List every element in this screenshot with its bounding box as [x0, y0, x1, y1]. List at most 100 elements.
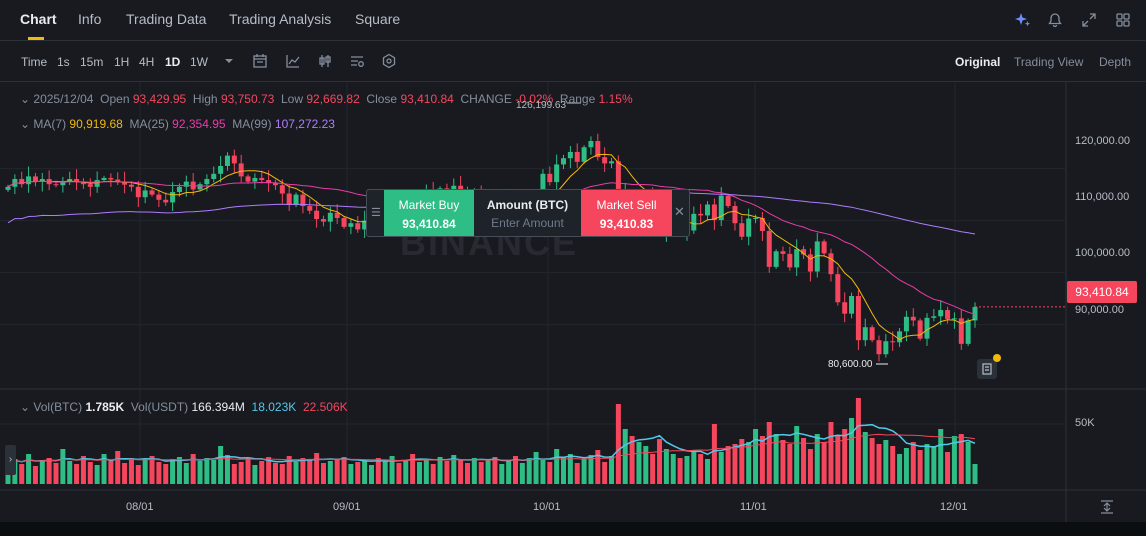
view-original[interactable]: Original	[955, 55, 1001, 69]
volume-bar	[245, 459, 251, 484]
candle-body	[595, 141, 601, 158]
volume-bar	[883, 440, 889, 484]
candle-body	[965, 320, 971, 344]
low-value: 92,669.82	[306, 92, 360, 106]
tab-trading-data[interactable]: Trading Data	[126, 11, 207, 27]
volume-axis-label: 50K	[1075, 417, 1095, 429]
volume-bar	[396, 463, 402, 484]
volume-bar	[917, 450, 923, 484]
candle-body	[122, 181, 128, 185]
candle-body	[67, 179, 73, 182]
high-annotation: 126,199.63	[516, 100, 567, 111]
volume-bar	[403, 460, 409, 484]
ai-sparkle-icon[interactable]	[1015, 12, 1031, 28]
volume-bar	[368, 465, 374, 484]
timeframe-1d[interactable]: 1D	[165, 55, 181, 69]
volume-bar	[821, 442, 827, 484]
drag-handle-icon[interactable]: ☰	[371, 207, 381, 219]
view-depth[interactable]: Depth	[1099, 55, 1132, 69]
volume-bar	[780, 440, 786, 484]
grid-icon[interactable]	[1115, 12, 1131, 28]
volume-bar	[718, 452, 724, 484]
timeframe-15m[interactable]: 15m	[80, 55, 104, 69]
settings-list-icon[interactable]	[349, 53, 365, 69]
candle-body	[561, 158, 567, 165]
candle-body	[348, 223, 354, 227]
candle-body	[890, 341, 896, 343]
vol-btc-value: 1.785K	[85, 400, 125, 414]
ma-chevron-icon[interactable]: ⌄	[20, 117, 31, 131]
candle-body	[74, 179, 80, 182]
hexagon-settings-icon[interactable]	[381, 53, 397, 69]
expand-icon[interactable]	[1081, 12, 1097, 28]
open-value: 93,429.95	[132, 92, 187, 106]
volume-bar	[39, 460, 45, 484]
timeframe-time[interactable]: Time	[21, 55, 48, 69]
candle-body	[362, 220, 368, 230]
timeframe-1h[interactable]: 1H	[114, 55, 130, 69]
candle-body	[101, 177, 107, 181]
volume-bar	[464, 463, 470, 484]
volume-bar	[218, 446, 224, 484]
price-chart[interactable]	[0, 82, 1146, 522]
volume-bar	[183, 463, 189, 484]
candle-body	[156, 194, 162, 200]
volume-bar	[382, 461, 388, 484]
close-icon[interactable]: ✕	[674, 204, 685, 219]
candle-body	[272, 183, 278, 186]
timeframe-1w[interactable]: 1W	[190, 55, 208, 69]
time-axis-label: 10/01	[533, 501, 561, 513]
volume-bar	[74, 464, 80, 484]
tab-square[interactable]: Square	[355, 11, 401, 27]
volume-bar	[547, 462, 553, 484]
volume-bar	[80, 456, 86, 484]
candle-body	[231, 155, 237, 164]
candle-body	[204, 179, 210, 185]
tab-info[interactable]: Info	[78, 11, 102, 27]
volume-bar	[252, 465, 258, 484]
candle-type-icon[interactable]	[317, 53, 333, 69]
candle-body	[876, 340, 882, 355]
volume-bar	[149, 456, 155, 484]
tab-chart[interactable]: Chart	[20, 11, 57, 27]
low-label: Low	[281, 92, 304, 106]
market-buy-button[interactable]: Market Buy 93,410.84	[384, 190, 474, 236]
volume-bar	[876, 444, 882, 484]
volume-bar	[615, 404, 621, 484]
volume-chevron-icon[interactable]: ⌄	[20, 400, 31, 414]
tab-trading-analysis[interactable]: Trading Analysis	[229, 11, 332, 27]
candle-body	[759, 218, 765, 231]
ma-legend: ⌄ MA(7) 90,919.68 MA(25) 92,354.95 MA(99…	[20, 117, 335, 131]
price-axis-label: 100,000.00	[1075, 247, 1131, 259]
volume-bar	[574, 463, 580, 484]
candle-body	[307, 206, 313, 211]
candle-body	[588, 141, 594, 148]
chevron-down-icon[interactable]	[221, 53, 237, 69]
alert-button[interactable]	[977, 359, 997, 379]
candle-body	[245, 176, 251, 182]
open-label: Open	[100, 92, 130, 106]
volume-bar	[657, 439, 663, 484]
amount-input[interactable]	[480, 215, 575, 231]
indicator-icon[interactable]	[285, 53, 301, 69]
timeframe-4h[interactable]: 4H	[139, 55, 155, 69]
collapse-chevron-icon[interactable]: ⌄	[20, 92, 31, 106]
market-sell-button[interactable]: Market Sell 93,410.83	[581, 190, 672, 236]
volume-bar	[410, 454, 416, 484]
volume-bar	[53, 463, 59, 484]
volume-bar	[67, 461, 73, 484]
candle-body	[451, 185, 457, 191]
volume-bar	[156, 462, 162, 484]
timeframe-1s[interactable]: 1s	[57, 55, 70, 69]
bell-icon[interactable]	[1047, 12, 1063, 28]
volume-bar	[897, 454, 903, 484]
scroll-left-handle[interactable]: ›	[5, 445, 16, 475]
fit-to-screen-icon[interactable]	[1099, 499, 1115, 515]
view-trading-view[interactable]: Trading View	[1014, 55, 1084, 69]
volume-bar	[835, 436, 841, 484]
volume-bar	[759, 436, 765, 484]
calendar-icon[interactable]	[252, 53, 268, 69]
candle-body	[218, 166, 224, 174]
volume-bar	[773, 434, 779, 484]
volume-bar	[458, 460, 464, 484]
